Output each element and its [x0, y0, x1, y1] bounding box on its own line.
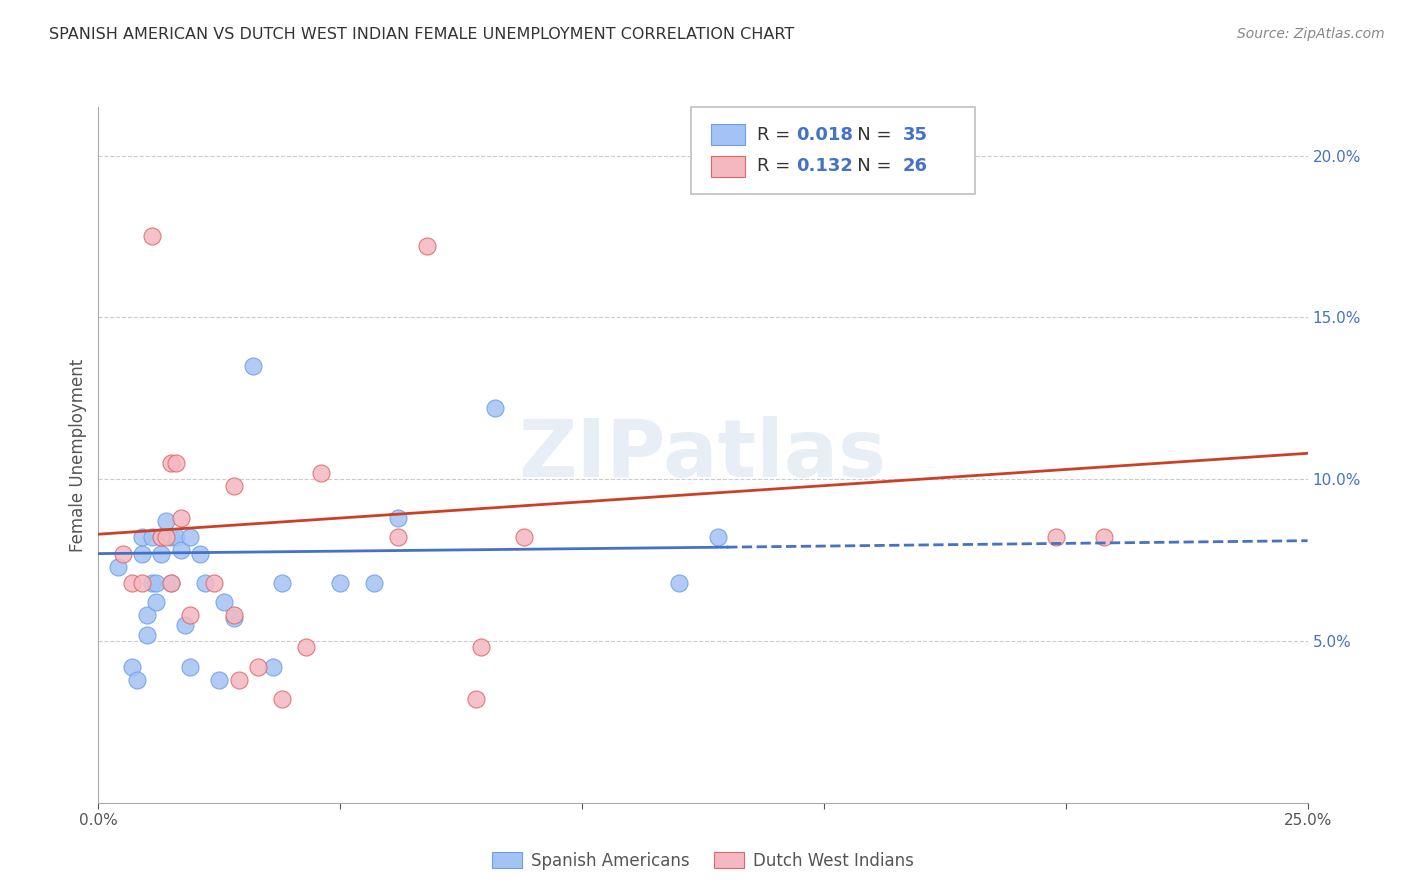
FancyBboxPatch shape	[711, 124, 745, 145]
Point	[387, 531, 409, 545]
Point	[150, 531, 173, 545]
Point	[464, 692, 486, 706]
Point	[160, 575, 183, 590]
Point	[135, 627, 157, 641]
Point	[212, 595, 235, 609]
Point	[150, 547, 173, 561]
Point	[204, 575, 226, 590]
Point	[513, 531, 536, 545]
Point	[387, 511, 409, 525]
Point	[131, 531, 153, 545]
Point	[135, 608, 157, 623]
Text: R =: R =	[758, 126, 796, 144]
Point	[169, 543, 191, 558]
Point	[228, 673, 250, 687]
Point	[121, 660, 143, 674]
Point	[194, 575, 217, 590]
FancyBboxPatch shape	[690, 107, 976, 194]
Point	[271, 575, 294, 590]
Point	[131, 575, 153, 590]
Text: SPANISH AMERICAN VS DUTCH WEST INDIAN FEMALE UNEMPLOYMENT CORRELATION CHART: SPANISH AMERICAN VS DUTCH WEST INDIAN FE…	[49, 27, 794, 42]
Point	[131, 547, 153, 561]
Point	[271, 692, 294, 706]
Point	[121, 575, 143, 590]
Y-axis label: Female Unemployment: Female Unemployment	[69, 359, 87, 551]
Point	[222, 611, 245, 625]
Point	[150, 531, 173, 545]
Point	[141, 531, 163, 545]
Point	[127, 673, 149, 687]
Point	[706, 531, 728, 545]
Point	[179, 608, 201, 623]
Point	[174, 617, 197, 632]
Point	[145, 595, 167, 609]
Point	[247, 660, 270, 674]
Point	[363, 575, 385, 590]
Point	[155, 531, 177, 545]
Point	[155, 514, 177, 528]
Text: Source: ZipAtlas.com: Source: ZipAtlas.com	[1237, 27, 1385, 41]
Point	[188, 547, 211, 561]
Point	[416, 239, 439, 253]
Point	[329, 575, 352, 590]
Point	[1094, 531, 1116, 545]
Point	[208, 673, 231, 687]
Point	[160, 575, 183, 590]
Point	[141, 229, 163, 244]
Point	[179, 531, 201, 545]
Text: R =: R =	[758, 157, 796, 175]
Point	[470, 640, 492, 655]
Text: 0.132: 0.132	[796, 157, 853, 175]
Point	[160, 531, 183, 545]
Text: N =: N =	[839, 126, 897, 144]
Point	[111, 547, 134, 561]
Point	[484, 401, 506, 415]
FancyBboxPatch shape	[711, 156, 745, 177]
Point	[145, 575, 167, 590]
Point	[165, 456, 187, 470]
Point	[309, 466, 332, 480]
Text: ZIPatlas: ZIPatlas	[519, 416, 887, 494]
Text: 26: 26	[903, 157, 928, 175]
Point	[262, 660, 284, 674]
Text: 35: 35	[903, 126, 928, 144]
Point	[222, 478, 245, 492]
Point	[222, 608, 245, 623]
Point	[165, 531, 187, 545]
Text: 0.018: 0.018	[796, 126, 853, 144]
Point	[141, 575, 163, 590]
Text: N =: N =	[839, 157, 897, 175]
Point	[107, 559, 129, 574]
Point	[295, 640, 318, 655]
Point	[160, 456, 183, 470]
Point	[242, 359, 264, 373]
Point	[1045, 531, 1067, 545]
Point	[668, 575, 690, 590]
Point	[169, 511, 191, 525]
Legend: Spanish Americans, Dutch West Indians: Spanish Americans, Dutch West Indians	[488, 847, 918, 875]
Point	[179, 660, 201, 674]
